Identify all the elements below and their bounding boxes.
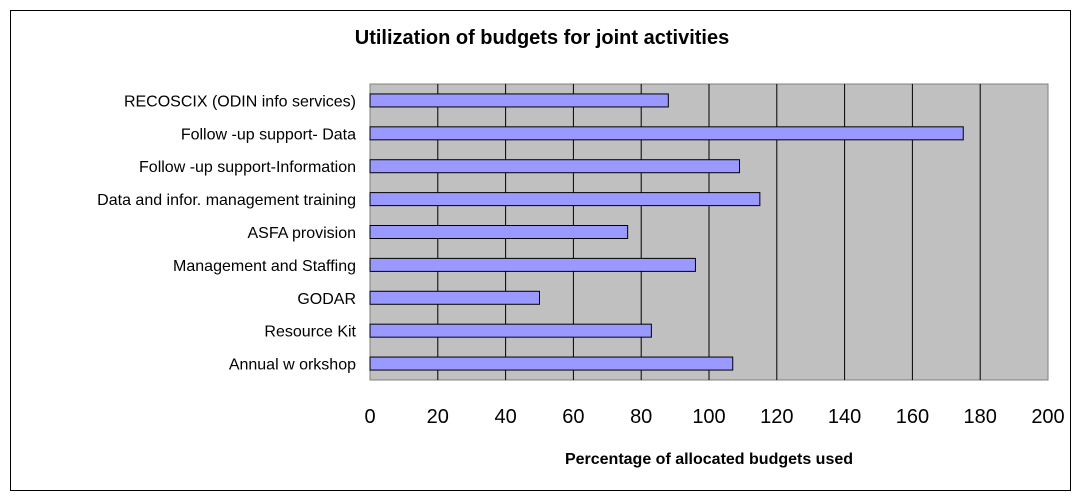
category-label: ASFA provision: [248, 225, 357, 242]
bar: [369, 257, 696, 272]
x-tick-label: 140: [828, 406, 861, 428]
category-label: Resource Kit: [264, 324, 356, 341]
category-label: GODAR: [297, 291, 356, 308]
bar: [369, 225, 629, 239]
category-label: Follow -up support-Information: [139, 159, 356, 176]
bar: [369, 93, 669, 108]
bar: [369, 290, 540, 305]
category-label: RECOSCIX (ODIN info services): [124, 93, 356, 110]
x-axis-label: Percentage of allocated budgets used: [564, 451, 854, 468]
x-tick-labels: 0 20 40 60 80 100 120 140 160 180 200: [364, 406, 1064, 428]
x-tick-label: 100: [692, 406, 725, 428]
bar: [369, 159, 741, 174]
x-tick-label: 160: [896, 406, 929, 428]
x-tick-label: 40: [494, 406, 516, 428]
category-label: Follow -up support- Data: [181, 126, 356, 143]
category-label: Annual w orkshop: [229, 357, 356, 374]
x-tick-label: 120: [760, 406, 793, 428]
bar: [369, 192, 761, 207]
x-tick-label: 60: [562, 406, 584, 428]
category-label: Data and infor. management training: [97, 192, 356, 209]
bars: [369, 93, 964, 371]
bar: [369, 323, 652, 338]
x-tick-label: 180: [964, 406, 997, 428]
bar: [369, 126, 964, 141]
category-labels: RECOSCIX (ODIN info services) Follow -up …: [97, 93, 356, 373]
x-tick-label: 80: [630, 406, 652, 428]
chart-title: Utilization of budgets for joint activit…: [354, 27, 730, 49]
bar: [369, 356, 734, 371]
x-tick-label: 20: [427, 406, 449, 428]
x-tick-label: 200: [1031, 406, 1064, 428]
x-tick-label: 0: [364, 406, 375, 428]
category-label: Management and Staffing: [173, 258, 356, 275]
